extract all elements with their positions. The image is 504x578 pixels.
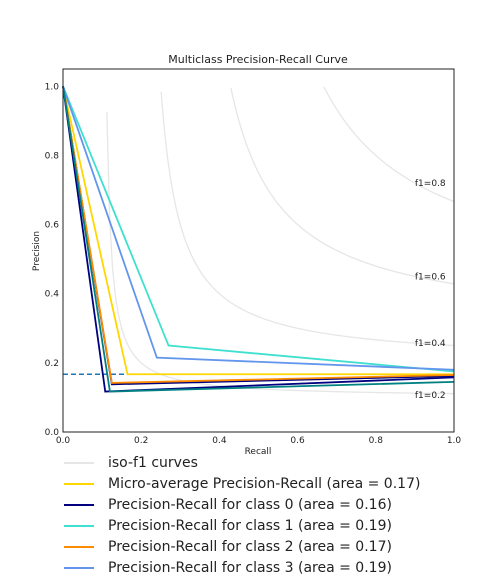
- iso-f1-curve: [323, 86, 455, 203]
- legend-item-iso-f1: iso-f1 curves: [64, 452, 494, 473]
- legend-label: iso-f1 curves: [108, 454, 198, 471]
- series-line-5: [62, 86, 455, 393]
- legend-item-class-3: Precision-Recall for class 3 (area = 0.1…: [64, 557, 494, 578]
- iso-f1-curve: [160, 91, 455, 347]
- x-tick-label: 0.0: [56, 436, 71, 446]
- legend-label: Precision-Recall for class 0 (area = 0.1…: [108, 496, 392, 513]
- y-tick-labels: 0.0 0.2 0.4 0.6 0.8 1.0: [45, 82, 60, 438]
- chart-title: Multiclass Precision-Recall Curve: [168, 53, 348, 66]
- series-line-4: [62, 85, 455, 371]
- iso-f1-label: f1=0.6: [415, 272, 446, 282]
- legend-swatch: [64, 524, 94, 527]
- legend-swatch: [64, 545, 94, 548]
- iso-f1-curve: [230, 88, 455, 285]
- legend-item-class-1: Precision-Recall for class 1 (area = 0.1…: [64, 515, 494, 536]
- legend-swatch: [64, 566, 94, 569]
- x-tick-label: 0.4: [212, 436, 227, 446]
- pr-chart: Multiclass Precision-Recall Curve f1=0.2…: [32, 53, 462, 455]
- x-tick-label: 0.8: [369, 436, 384, 446]
- iso-f1-label: f1=0.4: [415, 339, 446, 349]
- iso-f1-label: f1=0.2: [415, 391, 446, 401]
- plot-frame: [62, 68, 455, 433]
- series-line-6: [62, 86, 455, 393]
- x-tick-label: 0.2: [134, 436, 148, 446]
- series-line-1: [62, 86, 455, 386]
- y-tick-label: 0.6: [45, 221, 60, 231]
- iso-f1-curve: [106, 111, 455, 395]
- legend-swatch: [64, 482, 94, 485]
- y-tick-label: 0.2: [45, 359, 59, 369]
- y-tick-label: 0.0: [45, 428, 60, 438]
- legend-swatch: [64, 503, 94, 506]
- series-line-2: [62, 85, 455, 373]
- x-tick-label: 0.6: [290, 436, 305, 446]
- y-tick-label: 0.8: [45, 151, 60, 161]
- legend-item-class-2: Precision-Recall for class 2 (area = 0.1…: [64, 536, 494, 557]
- series-line-3: [62, 86, 455, 384]
- y-axis-label: Precision: [32, 231, 42, 271]
- x-axis-label: Recall: [245, 447, 272, 455]
- y-tick-label: 0.4: [45, 290, 60, 300]
- series-line-0: [62, 86, 454, 376]
- legend-label: Precision-Recall for class 3 (area = 0.1…: [108, 559, 392, 576]
- legend-item-class-0: Precision-Recall for class 0 (area = 0.1…: [64, 494, 494, 515]
- y-tick-label: 1.0: [45, 82, 60, 92]
- legend-item-micro-average: Micro-average Precision-Recall (area = 0…: [64, 473, 494, 494]
- series-layer: [62, 85, 455, 393]
- legend-label: Precision-Recall for class 1 (area = 0.1…: [108, 517, 392, 534]
- iso-f1-layer: f1=0.2 f1=0.4 f1=0.6 f1=0.8: [106, 86, 455, 401]
- legend-label: Micro-average Precision-Recall (area = 0…: [108, 475, 421, 492]
- x-tick-label: 1.0: [447, 436, 462, 446]
- x-tick-labels: 0.0 0.2 0.4 0.6 0.8 1.0: [56, 436, 462, 446]
- legend: iso-f1 curves Micro-average Precision-Re…: [64, 452, 494, 578]
- legend-swatch: [64, 461, 94, 464]
- iso-f1-label: f1=0.8: [415, 179, 446, 189]
- legend-label: Precision-Recall for class 2 (area = 0.1…: [108, 538, 392, 555]
